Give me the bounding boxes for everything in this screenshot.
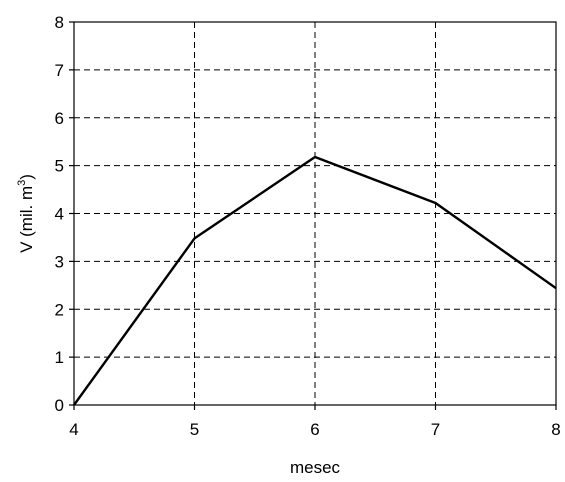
y-axis-label-suffix: ) <box>17 174 36 180</box>
grid-lines <box>74 22 556 405</box>
y-tick-label: 2 <box>55 300 64 319</box>
data-series-line <box>73 155 557 406</box>
y-tick-label: 7 <box>55 61 64 80</box>
y-axis-label-prefix: V (mil. m <box>17 186 36 253</box>
x-tick-label: 6 <box>310 420 319 439</box>
x-tick-label: 4 <box>69 420 78 439</box>
x-tick-label: 5 <box>190 420 199 439</box>
y-tick-label: 8 <box>55 13 64 32</box>
y-tick-label: 3 <box>55 252 64 271</box>
axis-ticks <box>69 21 557 410</box>
y-axis-tick-labels: 0 1 2 3 4 5 6 7 8 <box>55 13 64 415</box>
y-axis-label: V (mil. m3) <box>16 174 36 253</box>
y-tick-label: 6 <box>55 109 64 128</box>
y-tick-label: 1 <box>55 348 64 367</box>
y-tick-label: 0 <box>55 396 64 415</box>
x-axis-label: mesec <box>290 458 341 477</box>
x-axis-tick-labels: 4 5 6 7 8 <box>69 420 560 439</box>
y-tick-label: 4 <box>55 205 64 224</box>
series-layer <box>73 155 557 406</box>
x-tick-label: 8 <box>551 420 560 439</box>
y-axis-label-superscript: 3 <box>16 180 28 186</box>
x-tick-label: 7 <box>431 420 440 439</box>
y-tick-label: 5 <box>55 157 64 176</box>
